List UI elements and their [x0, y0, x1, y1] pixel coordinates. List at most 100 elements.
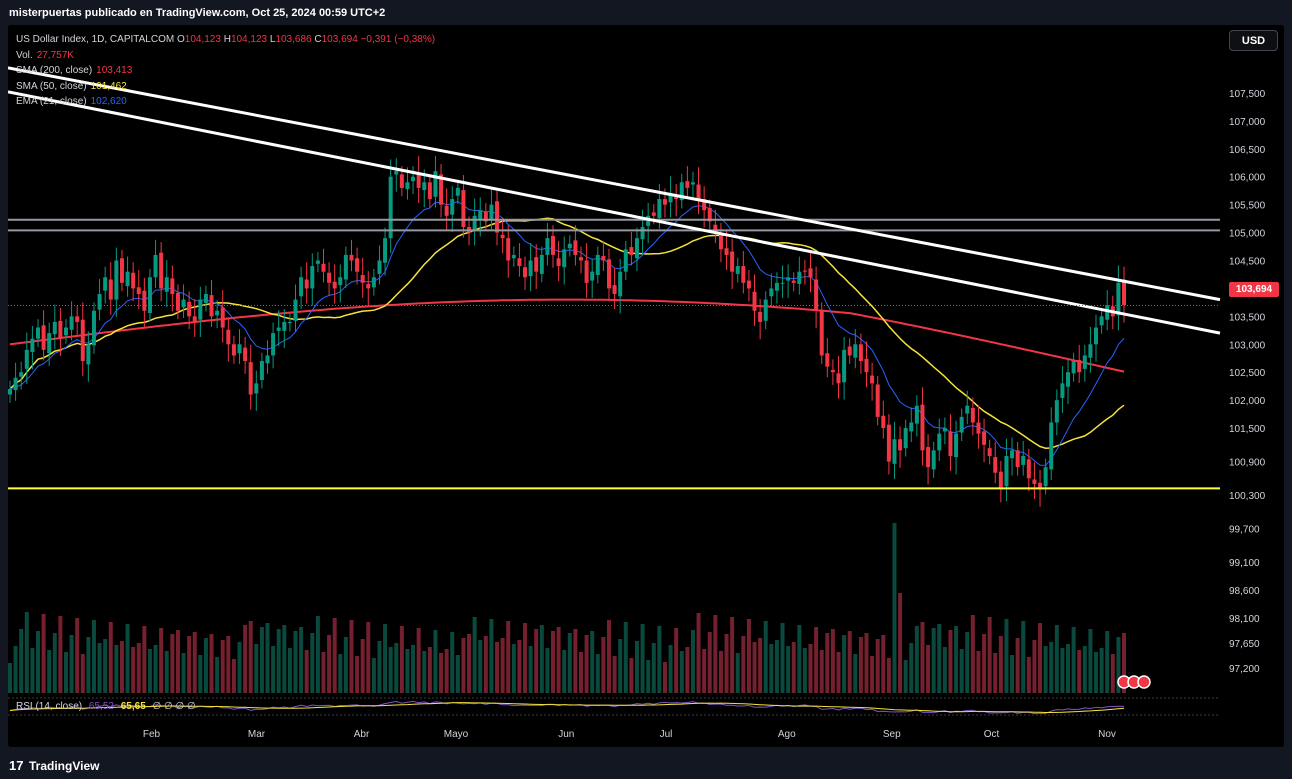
candle-body [1099, 316, 1104, 326]
volume-bar [343, 637, 348, 693]
volume-bar [35, 631, 40, 693]
volume-bar [931, 628, 936, 693]
legend-ema21-row[interactable]: EMA (21, close) 102,620 [16, 94, 435, 110]
volume-bar [523, 623, 528, 693]
volume-bar [797, 625, 802, 693]
volume-bar [24, 612, 29, 693]
candle-body [304, 279, 309, 289]
candle-body [802, 270, 807, 272]
volume-bar [646, 660, 651, 693]
time-axis[interactable]: Feb Mar Abr Mayo Jun Jul Ago Sep Oct Nov [143, 729, 1116, 740]
tradingview-logo[interactable]: 17 TradingView [9, 758, 109, 774]
volume-bar [147, 649, 152, 693]
high-label: H [223, 34, 231, 45]
candle-body [662, 199, 667, 205]
candle-body [315, 260, 320, 264]
volume-bar [439, 653, 444, 693]
volume-bar [808, 644, 813, 693]
candle-body [634, 238, 639, 259]
volume-bar [713, 615, 718, 693]
volume-bar [192, 632, 197, 693]
symbol-name[interactable]: US Dollar Index, 1D, CAPITALCOM [16, 34, 175, 45]
volume-bar [170, 634, 175, 693]
volume-bar [1110, 654, 1115, 693]
trendline-upper[interactable] [8, 66, 1221, 302]
candle-body [327, 272, 332, 283]
candle-body [371, 277, 376, 288]
candle-body [718, 233, 723, 250]
volume-bar [982, 634, 987, 693]
candle-body [752, 291, 757, 311]
volume-bar [500, 638, 505, 693]
volume-bar [47, 650, 52, 693]
volume-bar [886, 658, 891, 693]
legend-sma50-row[interactable]: SMA (50, close) 101,462 [16, 79, 435, 95]
volume-bar [108, 622, 113, 693]
legend-volume-row[interactable]: Vol. 27,757K [16, 48, 435, 64]
candle-body [965, 405, 970, 414]
candle-body [1088, 344, 1093, 358]
candle-body [1060, 383, 1065, 398]
price-tick-label: 105,500 [1229, 201, 1266, 212]
flag-icons[interactable] [1117, 675, 1151, 689]
volume-bar [926, 645, 931, 693]
volume-bar [528, 646, 533, 693]
volume-bar [175, 630, 180, 693]
volume-bar [1088, 629, 1093, 693]
candle-body [287, 321, 292, 324]
candle-body [595, 254, 600, 276]
candle-body [338, 277, 343, 286]
candle-body [511, 254, 516, 259]
volume-bar [730, 617, 735, 693]
currency-button[interactable]: USD [1229, 30, 1278, 51]
volume-bar [13, 646, 18, 693]
volume-bar [718, 651, 723, 693]
volume-bar [119, 641, 124, 693]
candle-body [349, 254, 354, 261]
time-tick-label: Oct [984, 729, 1000, 740]
candle-body [937, 433, 942, 451]
volume-bar [763, 621, 768, 693]
time-tick-label: Nov [1098, 729, 1116, 740]
candle-body [898, 439, 903, 451]
rsi-legend[interactable]: RSI (14, close) 65,52 65,65 ∅ ∅ ∅ ∅ [16, 701, 196, 712]
volume-bar [685, 647, 690, 693]
volume-bar [394, 643, 399, 693]
volume-bar [567, 633, 572, 693]
candle-body [47, 333, 52, 354]
volume-bar [780, 623, 785, 693]
candle-body [590, 271, 595, 281]
candle-body [842, 349, 847, 383]
candle-body [786, 277, 791, 281]
price-chart[interactable]: 107,500 107,000 106,500 106,000 105,500 105,0… [8, 25, 1284, 747]
candle-body [696, 184, 701, 200]
candle-body [461, 190, 466, 227]
candle-body [119, 258, 124, 283]
volume-bar [321, 652, 326, 693]
volume-bar [1015, 638, 1020, 693]
volume-bar [478, 640, 483, 693]
price-tick-label: 107,000 [1229, 117, 1266, 128]
legend-sma200-row[interactable]: SMA (200, close) 103,413 [16, 63, 435, 79]
candle-body [1054, 400, 1059, 423]
candle-body [220, 307, 225, 328]
volume-bar [707, 632, 712, 693]
volume-bar [1071, 627, 1076, 693]
price-axis[interactable]: 107,500 107,000 106,500 106,000 105,500 105,0… [1229, 89, 1266, 675]
price-tick-label: 97,650 [1229, 639, 1260, 650]
low-value: 103,686 [275, 34, 312, 45]
candle-body [422, 182, 427, 191]
candle-body [175, 292, 180, 311]
us-flag-icon[interactable] [1137, 675, 1151, 689]
volume-bar [164, 651, 169, 693]
volume-bar [220, 640, 225, 693]
volume-bar [97, 643, 102, 693]
candle-body [388, 176, 393, 239]
volume-bar [612, 656, 617, 693]
volume-bar [461, 638, 466, 693]
volume-bar [802, 648, 807, 693]
trendline-lower[interactable] [8, 90, 1221, 335]
volume-bar [1004, 619, 1009, 693]
drawn-lines[interactable] [8, 66, 1221, 490]
price-tick-label: 103,000 [1229, 340, 1266, 351]
